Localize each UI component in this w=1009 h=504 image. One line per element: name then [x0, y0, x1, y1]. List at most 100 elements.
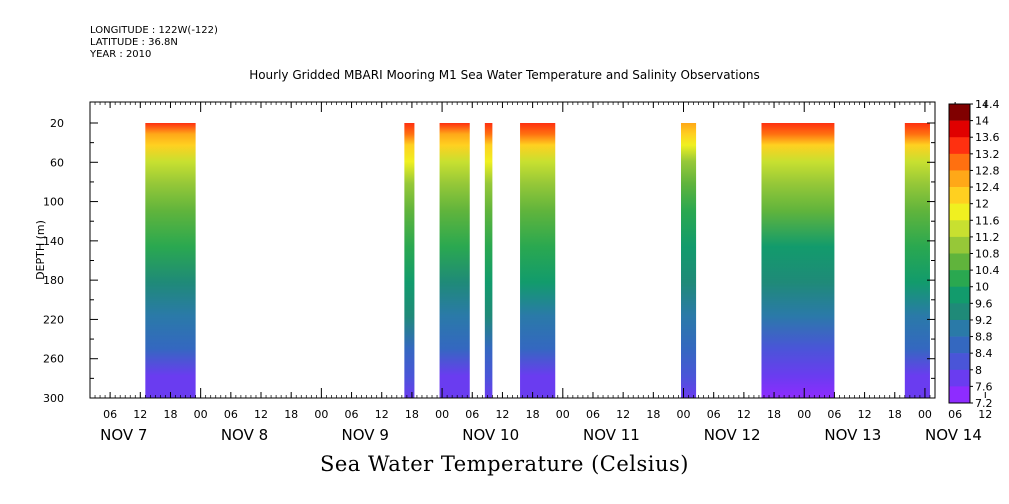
- x-tick-label: 00: [194, 408, 208, 421]
- chart-title: Hourly Gridded MBARI Mooring M1 Sea Wate…: [249, 68, 760, 82]
- x-day-label: NOV 9: [342, 426, 389, 444]
- colorbar-swatch: [949, 203, 970, 221]
- x-tick-label: 00: [918, 408, 932, 421]
- x-tick-label: 12: [978, 408, 992, 421]
- x-tick-label: 12: [858, 408, 872, 421]
- x-tick-label: 12: [737, 408, 751, 421]
- x-tick-label: 18: [405, 408, 419, 421]
- x-tick-label: 06: [586, 408, 600, 421]
- y-tick-label: 180: [43, 274, 64, 287]
- colorbar-swatch: [949, 236, 970, 254]
- colorbar-swatch: [949, 386, 970, 404]
- x-tick-label: 06: [465, 408, 479, 421]
- x-tick-label: 00: [556, 408, 570, 421]
- colorbar: 14.4 14 13.6 13.2 12.8 12.4 12 11.6 11.2 10.8 10.4…: [948, 98, 1000, 410]
- colorbar-tick-label: 13.2: [975, 148, 1000, 161]
- colorbar-swatch: [949, 120, 970, 138]
- x-tick-label: 18: [646, 408, 660, 421]
- data-segment: [520, 123, 556, 398]
- colorbar-tick-label: 12: [975, 198, 989, 211]
- colorbar-tick-label: 14: [975, 115, 989, 128]
- data-segment: [484, 123, 493, 398]
- colorbar-tick-label: 7.2: [975, 397, 993, 410]
- y-tick-label: 140: [43, 235, 64, 248]
- colorbar-label: Sea Water Temperature (Celsius): [319, 452, 689, 476]
- y-tick-label: 260: [43, 353, 64, 366]
- data-segment: [439, 123, 470, 398]
- data-segment: [761, 123, 835, 398]
- x-day-label: NOV 12: [704, 426, 761, 444]
- colorbar-tick-label: 12.8: [975, 164, 1000, 177]
- x-tick-label: 00: [797, 408, 811, 421]
- x-day-label: NOV 14: [925, 426, 982, 444]
- x-tick-label: 18: [163, 408, 177, 421]
- x-tick-label: 18: [767, 408, 781, 421]
- y-tick-label: 20: [50, 117, 64, 130]
- x-tick-label: 06: [103, 408, 117, 421]
- x-tick-label: 00: [677, 408, 691, 421]
- x-day-label: NOV 10: [462, 426, 519, 444]
- y-tick-label: 300: [43, 392, 64, 405]
- x-day-label: NOV 13: [824, 426, 881, 444]
- colorbar-tick-label: 9.6: [975, 297, 993, 310]
- colorbar-swatch: [949, 286, 970, 304]
- colorbar-swatch: [949, 153, 970, 171]
- colorbar-tick-label: 13.6: [975, 131, 1000, 144]
- colorbar-swatch: [949, 369, 970, 387]
- colorbar-swatch: [949, 336, 970, 354]
- colorbar-swatch: [949, 319, 970, 337]
- y-axis-label: DEPTH (m): [34, 220, 47, 280]
- x-day-label: NOV 7: [100, 426, 147, 444]
- y-tick-label: 60: [50, 156, 64, 169]
- x-tick-label: 12: [375, 408, 389, 421]
- x-tick-label: 12: [133, 408, 147, 421]
- x-tick-label: 06: [707, 408, 721, 421]
- data-segment: [680, 123, 697, 398]
- x-day-label: NOV 11: [583, 426, 640, 444]
- colorbar-swatch: [949, 353, 970, 371]
- x-tick-label: 18: [888, 408, 902, 421]
- x-tick-label: 18: [526, 408, 540, 421]
- colorbar-tick-label: 7.6: [975, 380, 993, 393]
- year-label: YEAR : 2010: [90, 49, 152, 60]
- x-tick-label: 12: [254, 408, 268, 421]
- colorbar-swatch: [949, 104, 970, 121]
- colorbar-swatch: [949, 253, 970, 271]
- x-tick-label: 12: [495, 408, 509, 421]
- data-segment: [904, 123, 930, 398]
- longitude-label: LONGITUDE : 122W(-122): [90, 25, 218, 36]
- plot-data-area: [145, 123, 930, 398]
- x-tick-label: 00: [435, 408, 449, 421]
- x-tick-label: 06: [224, 408, 238, 421]
- latitude-label: LATITUDE : 36.8N: [90, 37, 178, 48]
- data-segment: [145, 123, 196, 398]
- colorbar-tick-label: 8.4: [975, 347, 993, 360]
- x-tick-label: 18: [284, 408, 298, 421]
- colorbar-tick-label: 9.2: [975, 314, 993, 327]
- colorbar-tick-label: 8: [975, 364, 982, 377]
- colorbar-tick-label: 12.4: [975, 181, 1000, 194]
- colorbar-swatch: [949, 270, 970, 288]
- plot-axes: 20 60 100 140 180 220 260 300 DEPTH (m) 06 12 18 00 0…: [34, 101, 1009, 444]
- colorbar-tick-label: 8.8: [975, 331, 993, 344]
- colorbar-tick-label: 11.6: [975, 214, 1000, 227]
- x-tick-label: 00: [314, 408, 328, 421]
- y-tick-label: 220: [43, 313, 64, 326]
- y-tick-label: 100: [43, 196, 64, 209]
- colorbar-tick-label: 10.4: [975, 264, 1000, 277]
- colorbar-tick-label: 10.8: [975, 248, 1000, 261]
- colorbar-swatch: [949, 303, 970, 321]
- colorbar-swatch: [949, 187, 970, 204]
- x-tick-label: 06: [345, 408, 359, 421]
- x-tick-label: 06: [827, 408, 841, 421]
- colorbar-tick-label: 11.2: [975, 231, 1000, 244]
- x-day-label: NOV 8: [221, 426, 268, 444]
- colorbar-swatch: [949, 137, 970, 155]
- x-tick-label: 06: [948, 408, 962, 421]
- colorbar-swatch: [949, 220, 970, 238]
- colorbar-swatch: [949, 170, 970, 188]
- data-segment: [404, 123, 415, 398]
- colorbar-tick-label: 10: [975, 281, 989, 294]
- x-tick-label: 12: [616, 408, 630, 421]
